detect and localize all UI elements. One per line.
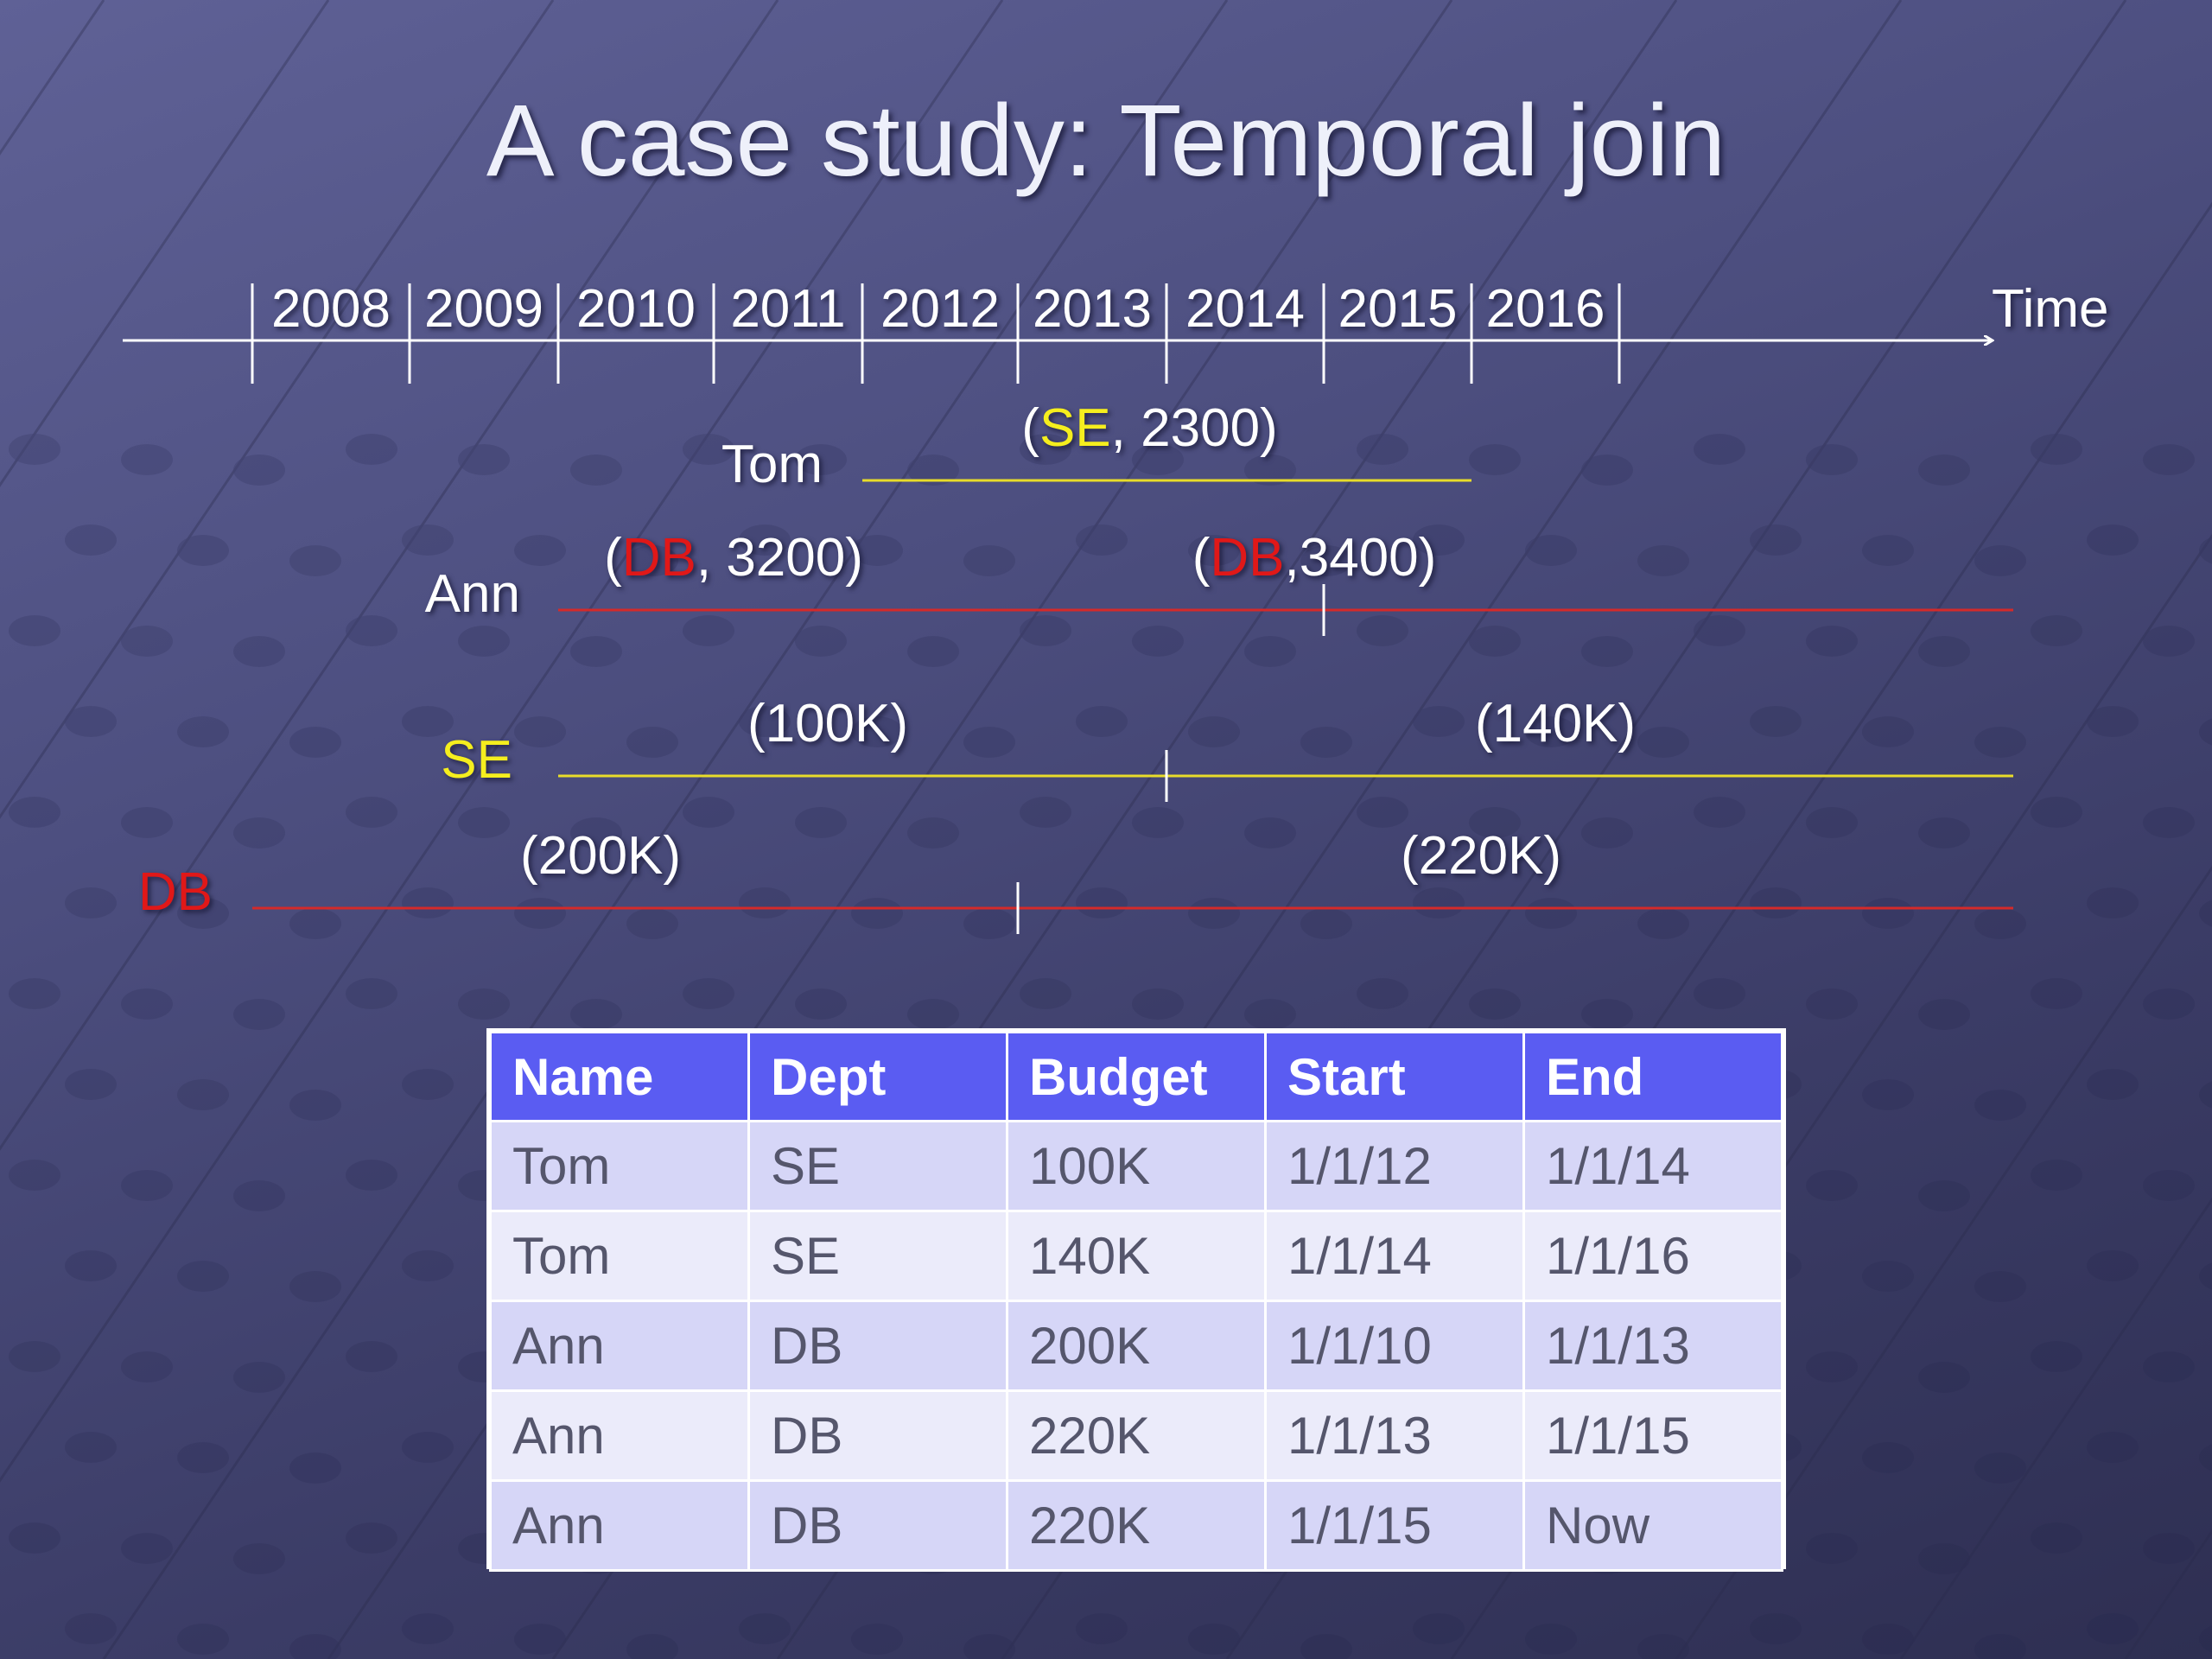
table-header-row: Name Dept Budget Start End: [489, 1031, 1783, 1122]
temporal-join-table: Name Dept Budget Start End Tom SE 100K 1…: [486, 1028, 1786, 1572]
year-label: 2016: [1486, 279, 1605, 339]
cell-name: Ann: [489, 1300, 750, 1392]
year-label: 2010: [576, 279, 696, 339]
table-row: Ann DB 220K 1/1/13 1/1/15: [489, 1389, 1783, 1482]
cell-start: 1/1/15: [1264, 1479, 1525, 1572]
cell-end: Now: [1522, 1479, 1783, 1572]
cell-start: 1/1/12: [1264, 1120, 1525, 1212]
segment-label: (DB, 3200): [604, 528, 863, 588]
cell-budget: 220K: [1006, 1479, 1267, 1572]
timeline-row-tom: Tom (SE, 2300): [721, 398, 1471, 494]
cell-end: 1/1/15: [1522, 1389, 1783, 1482]
cell-budget: 140K: [1006, 1210, 1267, 1302]
cell-start: 1/1/10: [1264, 1300, 1525, 1392]
row-label: Ann: [425, 564, 520, 624]
table-row: Ann DB 220K 1/1/15 Now: [489, 1479, 1783, 1572]
cell-end: 1/1/13: [1522, 1300, 1783, 1392]
cell-name: Tom: [489, 1210, 750, 1302]
segment-label: (200K): [520, 826, 681, 886]
cell-end: 1/1/14: [1522, 1120, 1783, 1212]
cell-name: Tom: [489, 1120, 750, 1212]
row-label: SE: [441, 730, 512, 790]
header-dept: Dept: [747, 1031, 1008, 1122]
cell-dept: SE: [747, 1120, 1008, 1212]
header-name: Name: [489, 1031, 750, 1122]
header-end: End: [1522, 1031, 1783, 1122]
table-row: Ann DB 200K 1/1/10 1/1/13: [489, 1300, 1783, 1392]
table-row: Tom SE 140K 1/1/14 1/1/16: [489, 1210, 1783, 1302]
cell-budget: 200K: [1006, 1300, 1267, 1392]
axis-label-time: Time: [1992, 279, 2108, 339]
segment-label: (100K): [747, 694, 908, 753]
year-label: 2013: [1033, 279, 1152, 339]
timeline-row-se: SE (100K) (140K): [441, 694, 2013, 802]
timeline-row-ann: Ann (DB, 3200) (DB,3400): [425, 528, 2013, 636]
cell-start: 1/1/13: [1264, 1389, 1525, 1482]
cell-dept: DB: [747, 1479, 1008, 1572]
cell-name: Ann: [489, 1389, 750, 1482]
cell-dept: DB: [747, 1300, 1008, 1392]
year-label: 2011: [730, 279, 845, 339]
cell-name: Ann: [489, 1479, 750, 1572]
cell-end: 1/1/16: [1522, 1210, 1783, 1302]
year-label: 2008: [271, 279, 391, 339]
header-budget: Budget: [1006, 1031, 1267, 1122]
cell-budget: 100K: [1006, 1120, 1267, 1212]
row-label: DB: [138, 862, 213, 922]
slide-title: A case study: Temporal join: [486, 84, 1726, 198]
timeline-row-db: DB (200K) (220K): [138, 826, 2013, 934]
header-start: Start: [1264, 1031, 1525, 1122]
year-label: 2009: [424, 279, 543, 339]
year-label: 2012: [880, 279, 1000, 339]
segment-label: (DB,3400): [1192, 528, 1437, 588]
segment-label: (140K): [1475, 694, 1636, 753]
row-label: Tom: [721, 435, 823, 494]
cell-dept: SE: [747, 1210, 1008, 1302]
year-label: 2014: [1185, 279, 1305, 339]
cell-start: 1/1/14: [1264, 1210, 1525, 1302]
year-label: 2015: [1338, 279, 1458, 339]
cell-budget: 220K: [1006, 1389, 1267, 1482]
table-row: Tom SE 100K 1/1/12 1/1/14: [489, 1120, 1783, 1212]
segment-label: (220K): [1401, 826, 1561, 886]
cell-dept: DB: [747, 1389, 1008, 1482]
segment-label: (SE, 2300): [1021, 398, 1277, 458]
